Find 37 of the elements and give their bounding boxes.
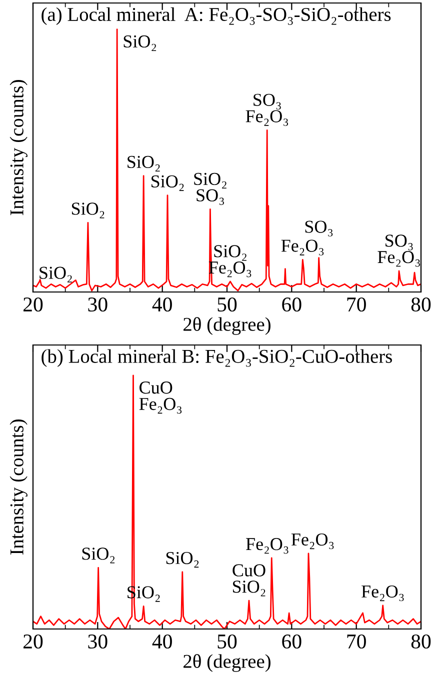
chart-title: (b) Local mineral B: Fe₂O₃-SiO₂-CuO-others bbox=[42, 349, 392, 367]
x-tick-label: 40 bbox=[152, 634, 172, 649]
x-tick-label: 60 bbox=[282, 297, 302, 312]
x-axis-title: 2θ (degree) bbox=[184, 654, 270, 672]
annotation: Fe₂O₃ bbox=[281, 240, 324, 256]
x-tick-label: 50 bbox=[218, 297, 237, 312]
y-axis-title: Intensity (counts) bbox=[10, 80, 28, 216]
y-axis-title: Intensity (counts) bbox=[10, 420, 28, 555]
x-tick-label: 30 bbox=[88, 297, 108, 312]
x-tick-label: 40 bbox=[152, 297, 172, 312]
annotation: SiO₂ bbox=[128, 156, 160, 172]
annotation: Fe₂O₃ bbox=[246, 538, 288, 554]
x-tick-label: 20 bbox=[24, 634, 43, 649]
annotation: SO₃ Fe₂O₃ bbox=[246, 94, 288, 126]
annotation: SO₃ Fe₂O₃ bbox=[378, 234, 420, 267]
x-tick-label: 70 bbox=[347, 297, 366, 312]
annotation: SO₃ bbox=[305, 220, 333, 236]
x-tick-label: 50 bbox=[218, 634, 237, 649]
annotation: Fe₂O₃ bbox=[362, 585, 404, 602]
annotation: SiO₂ bbox=[152, 175, 184, 191]
annotation: SiO₂ bbox=[72, 202, 104, 218]
annotation: Fe₂O₃ bbox=[291, 533, 334, 550]
x-tick-label: 70 bbox=[347, 634, 366, 649]
x-tick-label: 80 bbox=[411, 297, 431, 312]
annotation: SiO₂ bbox=[166, 552, 199, 568]
annotation: SiO₂ bbox=[124, 35, 156, 52]
x-tick-label: 80 bbox=[411, 634, 431, 649]
annotation: CuO SiO₂ bbox=[232, 564, 266, 596]
annotation: SiO₂ bbox=[82, 548, 115, 564]
annotation: SiO₂ SO₃ bbox=[194, 172, 226, 205]
x-tick-label: 60 bbox=[282, 634, 302, 649]
x-tick-label: 30 bbox=[88, 634, 108, 649]
x-tick-label: 20 bbox=[24, 297, 43, 312]
annotation: SiO₂ bbox=[40, 266, 72, 282]
x-axis-title: 2θ (degree) bbox=[184, 317, 270, 335]
annotation: CuO Fe₂O₃ bbox=[139, 382, 182, 414]
chart-title: (a) Local mineral A: Fe₂O₃-SO₃-SiO₂-others bbox=[42, 7, 391, 25]
